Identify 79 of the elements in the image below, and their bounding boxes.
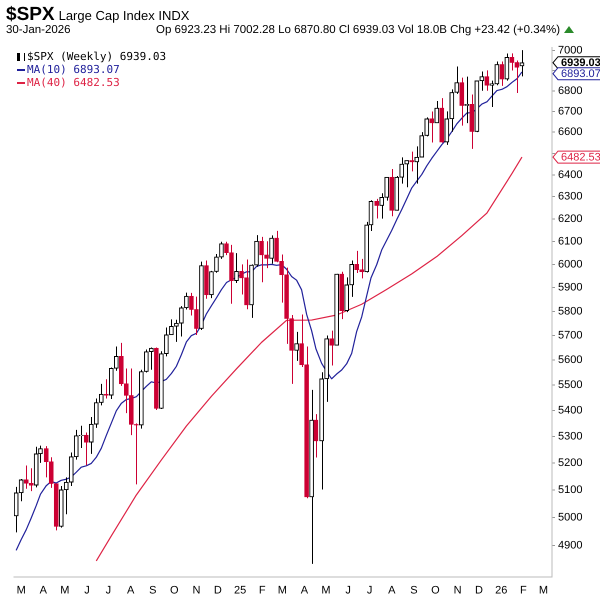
candlestick [429,111,434,144]
x-tick-label: A [388,584,396,596]
x-tick-label: A [126,584,135,596]
y-tick-label: 5900 [558,282,582,294]
candlestick [484,70,490,92]
candlestick [460,77,464,126]
x-tick-label: M [538,584,548,596]
x-tick-label: A [40,584,48,596]
x-tick-label: J [84,584,90,596]
text: Op 6923.23 Hi 7002.28 Lo 6870.80 Cl 6939.03 Vol 18.0B Chg +23.42 (+0.34%) [156,24,562,36]
text: 6893.07 [561,68,600,80]
y-tick-label: 6800 [558,84,582,97]
x-tick-label: J [366,584,372,596]
candlestick [314,414,318,458]
text: 30-Jan-2026 [6,24,71,36]
y-tick-label: 6000 [558,258,582,270]
candlestick [209,270,214,299]
x-tick-label: J [345,584,351,596]
y-tick-label: 5300 [558,430,582,442]
candlestick [189,292,194,316]
x-tick-label: N [192,584,200,596]
y-tick-label: 6200 [558,212,582,225]
candlestick [294,331,299,362]
candlestick [269,234,274,264]
candlestick [520,50,524,77]
y-tick-label: 4900 [558,539,582,552]
candlestick [194,296,199,336]
candlestick [510,52,514,72]
x-tick-label: S [410,584,418,596]
y-tick-label: 5700 [558,330,582,342]
x-tick-label: D [475,584,484,596]
y-tick-label: 5400 [558,404,582,417]
candlestick [464,76,470,124]
x-tick-label: S [149,584,156,596]
y-tick-label: 6100 [558,235,582,248]
candlestick [214,254,219,274]
x-tick-label: F [520,584,528,596]
candlestick [500,61,504,86]
y-tick-label: 5000 [558,511,582,524]
text: 6482.53 [561,152,600,164]
x-tick-label: M [16,584,26,596]
y-tick-label: 6300 [558,190,582,203]
y-tick-label: 6400 [558,168,582,181]
x-tick-label: N [454,584,462,596]
x-tick-label: M [278,584,287,596]
y-tick-label: 6700 [558,105,582,118]
candlestick [404,160,410,188]
y-tick-label: 5500 [558,379,582,392]
candlestick [98,383,104,406]
chart-subtitle: Large Cap Index INDX [58,8,190,23]
candlestick [374,198,380,219]
x-tick-label: M [60,584,70,596]
legend-label: $SPX (Weekly) 6939.03 [27,50,166,63]
legend-label: MA(40) 6482.53 [27,76,120,89]
candlestick [514,60,520,94]
y-tick-label: 5600 [558,354,582,366]
x-tick-label: 26 [495,584,508,596]
text: 6939.03 [561,57,600,70]
x-tick-label: J [106,584,112,596]
candlestick [434,100,440,124]
x-tick-label: O [431,584,440,596]
y-tick-label: 5800 [558,305,582,318]
y-tick-label: 7000 [558,44,582,57]
candlestick [504,53,510,82]
candlestick [219,241,224,260]
x-tick-label: O [170,584,179,596]
x-tick-label: 25 [234,584,246,596]
x-tick-label: A [300,584,309,596]
x-tick-label: M [321,584,331,596]
y-tick-label: 5100 [558,484,582,496]
chart-title: $SPX [6,4,55,25]
candlestick [424,116,430,137]
y-tick-label: 5200 [558,456,582,469]
candlestick [234,252,239,284]
candlestick [84,432,89,466]
y-tick-label: 6600 [558,126,582,138]
x-tick-label: D [214,584,222,596]
legend-label: MA(10) 6893.07 [27,62,120,76]
x-tick-label: F [258,584,266,596]
